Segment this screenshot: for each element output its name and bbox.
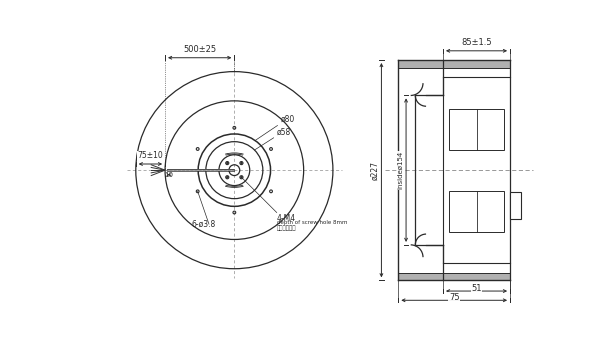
Text: ø58: ø58 bbox=[277, 127, 291, 136]
Text: ø80: ø80 bbox=[281, 115, 295, 124]
Text: 75: 75 bbox=[449, 293, 460, 302]
Text: 51: 51 bbox=[471, 284, 482, 293]
Circle shape bbox=[227, 177, 228, 178]
Text: insideø154: insideø154 bbox=[397, 151, 403, 189]
Bar bbox=[449, 109, 504, 150]
Text: 10: 10 bbox=[164, 172, 173, 178]
Bar bbox=[398, 273, 510, 280]
Text: ø227: ø227 bbox=[371, 161, 380, 180]
Circle shape bbox=[227, 163, 228, 164]
Bar bbox=[398, 60, 510, 68]
Bar bbox=[449, 191, 504, 232]
Bar bbox=[167, 169, 235, 171]
Text: 500±25: 500±25 bbox=[183, 45, 216, 54]
Bar bbox=[167, 169, 235, 171]
Bar bbox=[510, 192, 521, 219]
Text: 境界内全界列: 境界内全界列 bbox=[277, 226, 296, 231]
Text: depth of screw hole 8mm: depth of screw hole 8mm bbox=[277, 220, 347, 225]
Circle shape bbox=[241, 177, 242, 178]
Text: 4-M4: 4-M4 bbox=[277, 214, 296, 223]
Circle shape bbox=[241, 163, 242, 164]
Text: 85±1.5: 85±1.5 bbox=[461, 38, 492, 47]
Text: 75±10: 75±10 bbox=[137, 151, 163, 160]
Text: 6-ø3.8: 6-ø3.8 bbox=[192, 220, 216, 228]
